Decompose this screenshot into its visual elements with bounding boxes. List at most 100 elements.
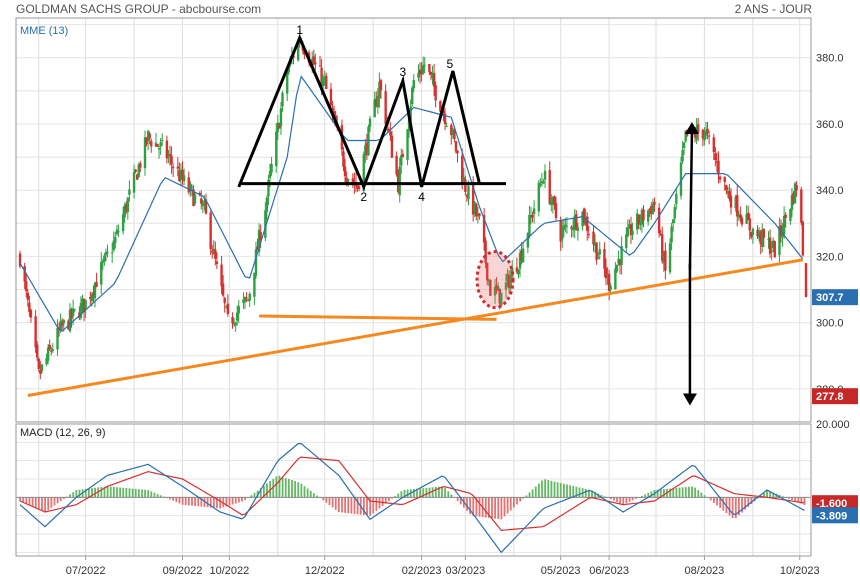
macd-hist-bar xyxy=(781,496,784,498)
candle-body xyxy=(204,199,208,214)
support-trendline xyxy=(27,258,804,397)
candle-body xyxy=(356,184,359,189)
candle-body xyxy=(278,124,281,129)
candle-body xyxy=(467,185,470,200)
candle-body xyxy=(565,225,569,227)
macd-hist-bar xyxy=(744,497,747,510)
candle-body xyxy=(576,227,580,231)
price-badges: 307.7 277.8 -1.600-3.809 xyxy=(812,289,858,524)
macd-hist-bar xyxy=(87,488,90,498)
candle-body xyxy=(418,69,422,75)
candle-body xyxy=(434,85,437,101)
candle-body xyxy=(357,186,361,189)
macd-lines xyxy=(19,443,805,554)
candle-body xyxy=(782,215,786,235)
macd-hist-bar xyxy=(300,483,303,498)
macd-hist-bar xyxy=(403,489,406,498)
candle-body xyxy=(176,166,180,169)
macd-hist-bar xyxy=(550,480,553,498)
candle-body xyxy=(126,197,130,213)
candle-body xyxy=(428,63,431,73)
target-price-badge-box xyxy=(812,388,858,405)
macd-signal-badge-box xyxy=(812,495,858,512)
candle-body xyxy=(215,261,219,265)
macd-hist-bar xyxy=(347,497,350,514)
macd-hist-bar xyxy=(109,486,112,498)
candle-body xyxy=(706,128,709,134)
macd-signal-badge-text: -1.600 xyxy=(816,498,847,510)
macd-hist-bar xyxy=(194,497,197,506)
macd-hist-bar xyxy=(394,496,397,498)
candle-body xyxy=(486,262,489,281)
macd-hist-bar xyxy=(634,497,637,499)
candle-body xyxy=(29,310,33,318)
macd-hist-bar xyxy=(669,488,672,498)
candle-body xyxy=(564,224,567,226)
macd-hist-bar xyxy=(237,497,240,503)
candle-body xyxy=(498,288,501,304)
candle-body xyxy=(681,150,684,162)
candle-body xyxy=(617,258,620,264)
candle-body xyxy=(90,294,94,301)
candle-body xyxy=(384,91,387,125)
macd-panel-frame xyxy=(15,423,812,557)
macd-hist-bar xyxy=(266,483,268,498)
macd-hist-bar xyxy=(22,497,25,503)
candle-body xyxy=(154,142,158,147)
candle-body xyxy=(673,207,676,219)
macd-y-tick-label: 20.000 xyxy=(816,419,850,431)
macd-hist-bar xyxy=(406,489,409,498)
candle-body xyxy=(707,135,711,137)
candle-body xyxy=(398,166,401,196)
candle-body xyxy=(642,209,645,221)
candle-body xyxy=(365,142,369,153)
macd-hist-bar xyxy=(700,492,703,498)
macd-hist-bar xyxy=(228,497,231,506)
macd-hist-bar xyxy=(528,492,531,498)
candle-body xyxy=(51,349,55,351)
macd-signal-line xyxy=(19,456,805,531)
candle-body xyxy=(473,202,476,214)
candle-body xyxy=(770,250,773,252)
macd-hist-bar xyxy=(381,497,384,506)
candle-body xyxy=(201,203,205,207)
macd-hist-bar xyxy=(144,489,147,498)
candle-body xyxy=(68,309,72,332)
macd-hist-bar xyxy=(212,497,215,508)
macd-hist-bar xyxy=(116,487,118,498)
candle-body xyxy=(18,253,22,267)
candle-body xyxy=(329,88,333,106)
macd-hist-bar xyxy=(134,488,137,498)
macd-hist-bar xyxy=(531,489,534,498)
macd-hist-bar xyxy=(663,489,665,498)
candle-body xyxy=(675,193,678,204)
candle-body xyxy=(636,213,639,230)
macd-hist-bar xyxy=(19,497,21,502)
candle-body xyxy=(679,162,683,196)
candle-body xyxy=(296,40,300,61)
macd-hist-bar xyxy=(484,497,487,518)
macd-hist-bar xyxy=(75,490,78,498)
macd-hist-bar xyxy=(587,489,590,498)
candle-body xyxy=(101,261,105,263)
macd-hist-bar xyxy=(122,487,125,498)
macd-hist-bar xyxy=(41,497,43,511)
macd-hist-bar xyxy=(506,497,509,514)
macd-hist-bar xyxy=(153,492,156,498)
x-tick-label: 10/2022 xyxy=(210,565,250,577)
macd-hist-bar xyxy=(763,492,765,498)
y-tick-label: 360.0 xyxy=(816,119,844,131)
macd-hist-bar xyxy=(356,497,359,515)
candle-body xyxy=(668,243,672,273)
candle-body xyxy=(793,183,797,204)
candle-body xyxy=(264,210,267,238)
period-label[interactable]: 2 ANS - JOUR xyxy=(734,2,812,16)
macd-hist-bar xyxy=(512,497,515,508)
macd-hist-bar xyxy=(544,479,547,498)
candle-body xyxy=(714,153,717,161)
macd-hist-bar xyxy=(178,497,181,504)
candle-body xyxy=(254,249,258,276)
macd-hist-bar xyxy=(256,490,259,498)
macd-hist-bar xyxy=(294,481,297,498)
candle-body xyxy=(614,268,617,290)
